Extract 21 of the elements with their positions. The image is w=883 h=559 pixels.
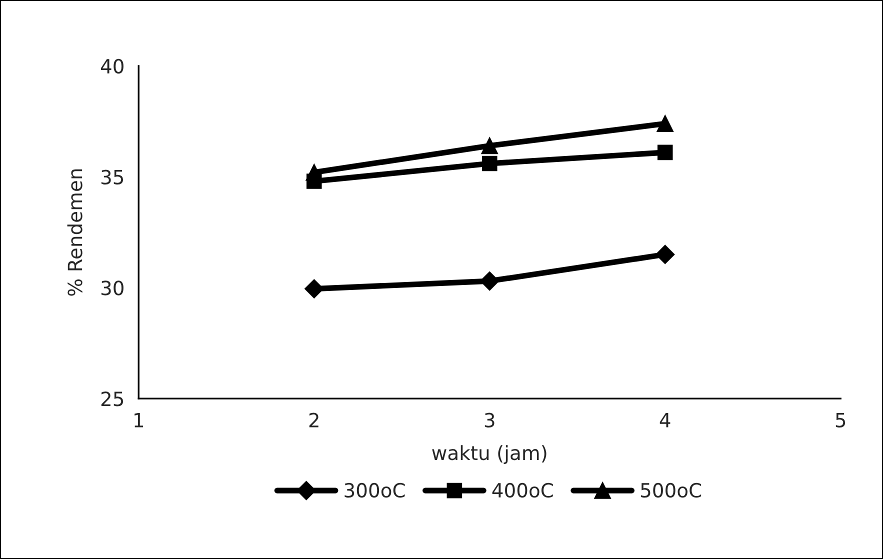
legend-label: 400oC: [492, 482, 553, 498]
y-tick-label: 30: [101, 280, 124, 296]
x-axis-title: waktu (jam): [432, 445, 546, 464]
x-tick-label: 2: [309, 412, 318, 428]
point: [656, 244, 675, 264]
y-tick-label: 25: [101, 392, 124, 406]
point: [657, 144, 673, 160]
point: [482, 156, 498, 172]
point: [304, 279, 324, 298]
point: [656, 115, 674, 132]
point: [480, 272, 500, 291]
y-tick-label: 35: [101, 170, 124, 184]
x-tick-label: 5: [836, 413, 846, 428]
x-tick-label: 4: [660, 413, 670, 428]
legend-label: 300oC: [344, 482, 405, 498]
x-tick-label: 1: [134, 413, 144, 428]
legend-label: 500oC: [641, 482, 702, 498]
point: [481, 137, 498, 154]
y-tick-label: 40: [100, 58, 124, 74]
y-axis-title: % Rendemen: [67, 169, 82, 296]
x-tick-label: 3: [484, 412, 494, 428]
